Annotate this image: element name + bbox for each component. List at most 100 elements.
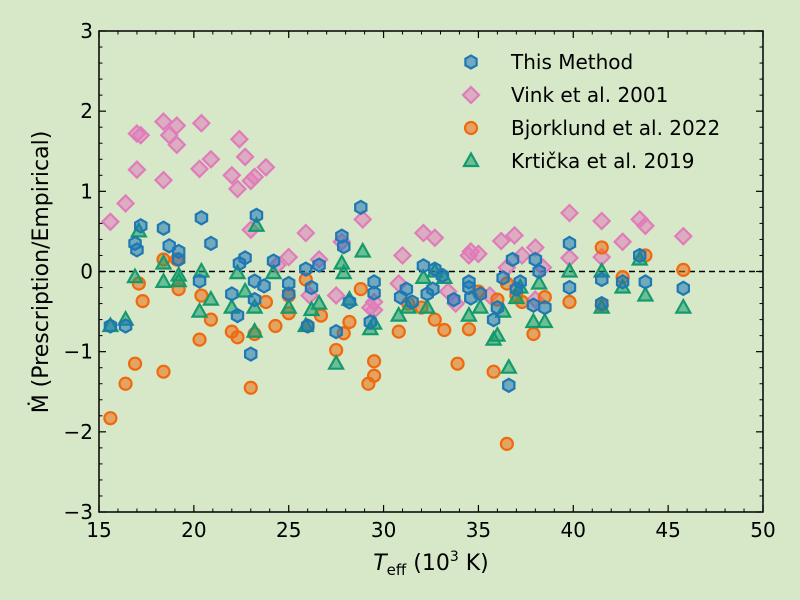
legend-marker bbox=[463, 120, 479, 136]
data-point bbox=[425, 228, 445, 248]
data-point bbox=[416, 258, 431, 274]
data-point bbox=[538, 299, 552, 316]
data-point bbox=[103, 411, 118, 426]
data-point bbox=[191, 113, 211, 133]
data-point bbox=[342, 294, 357, 310]
y-tick-label: 1 bbox=[80, 179, 93, 203]
data-point bbox=[592, 211, 612, 231]
data-point bbox=[366, 368, 382, 383]
data-point bbox=[228, 263, 247, 280]
legend-marker bbox=[461, 85, 481, 105]
data-point bbox=[118, 376, 133, 391]
data-point bbox=[526, 326, 541, 342]
y-tick-label: −1 bbox=[64, 340, 93, 364]
data-point bbox=[230, 307, 245, 324]
data-point bbox=[337, 238, 351, 255]
data-point bbox=[312, 257, 326, 273]
data-point bbox=[204, 235, 218, 252]
data-point bbox=[192, 332, 207, 347]
legend-label: Bjorklund et al. 2022 bbox=[511, 116, 720, 140]
data-point bbox=[426, 281, 440, 297]
data-point bbox=[329, 323, 343, 340]
legend-label: Vink et al. 2001 bbox=[511, 83, 668, 107]
data-point bbox=[154, 272, 173, 288]
data-point bbox=[266, 253, 281, 269]
data-point bbox=[167, 135, 187, 155]
data-point bbox=[491, 231, 511, 251]
data-point bbox=[245, 321, 264, 338]
data-point bbox=[427, 312, 442, 327]
data-point bbox=[245, 167, 265, 187]
data-point bbox=[279, 247, 299, 267]
data-point bbox=[560, 261, 579, 278]
data-point bbox=[499, 357, 518, 374]
data-point bbox=[486, 311, 501, 328]
x-tick-label: 20 bbox=[181, 518, 206, 542]
data-point bbox=[674, 297, 693, 314]
x-tick-label: 45 bbox=[655, 518, 680, 542]
data-point bbox=[156, 364, 171, 379]
data-point bbox=[447, 291, 461, 308]
data-point bbox=[169, 271, 188, 288]
legend-label: Krtička et al. 2019 bbox=[511, 149, 695, 173]
data-point bbox=[389, 305, 408, 322]
data-point bbox=[229, 129, 249, 149]
data-point bbox=[238, 250, 252, 266]
data-point bbox=[535, 312, 554, 329]
data-point bbox=[532, 263, 546, 280]
data-point bbox=[202, 289, 220, 306]
data-point bbox=[676, 280, 691, 297]
data-point bbox=[225, 286, 239, 302]
data-point bbox=[505, 251, 520, 268]
data-point bbox=[399, 281, 414, 297]
data-point bbox=[156, 220, 171, 236]
data-point bbox=[391, 324, 406, 339]
data-point bbox=[615, 274, 630, 290]
data-point bbox=[167, 116, 187, 136]
data-point bbox=[268, 318, 283, 334]
data-point bbox=[461, 322, 477, 337]
data-point bbox=[194, 210, 209, 226]
data-point bbox=[594, 295, 609, 312]
data-point bbox=[256, 157, 276, 177]
data-point bbox=[243, 380, 258, 395]
data-point bbox=[326, 285, 346, 306]
legend-marker bbox=[462, 151, 480, 168]
legend-marker bbox=[464, 54, 478, 70]
data-point bbox=[354, 199, 368, 216]
y-tick-label: −2 bbox=[64, 420, 93, 444]
data-point bbox=[450, 356, 465, 371]
data-point bbox=[235, 147, 255, 167]
data-point bbox=[524, 312, 543, 329]
data-point bbox=[530, 273, 548, 290]
data-point bbox=[353, 282, 368, 297]
data-point bbox=[405, 294, 419, 310]
data-point bbox=[353, 209, 373, 229]
data-point bbox=[673, 226, 693, 246]
data-point bbox=[126, 267, 144, 284]
y-axis-label: Ṁ (Prescription/Empirical) bbox=[28, 131, 54, 414]
data-point bbox=[134, 218, 148, 234]
data-point bbox=[230, 330, 245, 345]
data-point bbox=[499, 436, 514, 451]
data-point bbox=[496, 270, 510, 286]
data-points bbox=[100, 112, 693, 451]
data-point bbox=[131, 125, 151, 145]
data-point bbox=[327, 353, 345, 370]
data-point bbox=[249, 207, 264, 224]
data-point bbox=[222, 165, 242, 185]
data-point bbox=[116, 193, 136, 213]
x-axis-label: Teff (103 K) bbox=[373, 549, 489, 579]
data-point bbox=[471, 297, 490, 314]
data-point bbox=[632, 247, 647, 264]
data-point bbox=[636, 285, 655, 302]
data-point bbox=[189, 159, 210, 179]
data-point bbox=[676, 262, 691, 277]
data-point bbox=[282, 286, 296, 302]
data-point bbox=[299, 261, 313, 277]
data-point bbox=[353, 241, 372, 258]
data-point bbox=[194, 288, 209, 303]
x-tick-label: 30 bbox=[371, 518, 396, 542]
data-point bbox=[418, 297, 437, 314]
